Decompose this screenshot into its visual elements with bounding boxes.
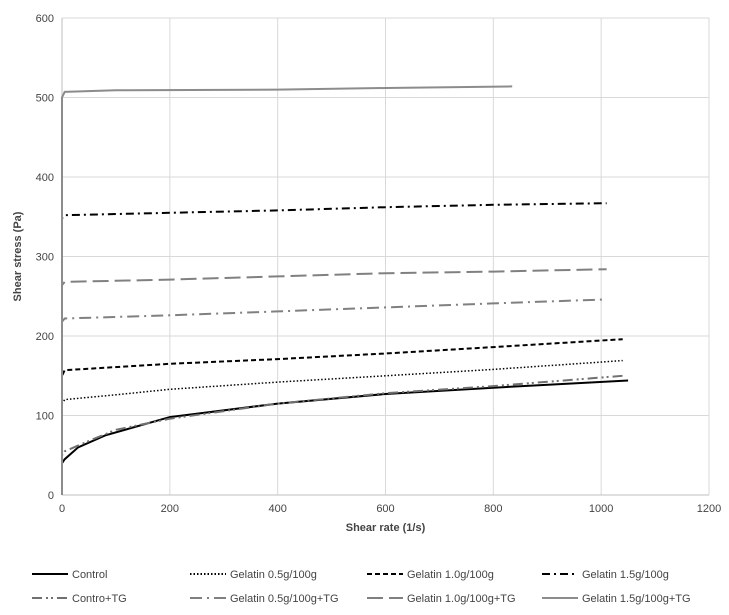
x-axis-title: Shear rate (1/s) (346, 522, 426, 534)
series-line-gelatin-1-5g-100g-tg (61, 85, 513, 495)
legend-label: Gelatin 1.0g/100g (407, 569, 494, 581)
y-tick-label: 500 (36, 93, 54, 105)
y-tick-label: 200 (36, 331, 54, 343)
series-line-gelatin-1-0g-100g (61, 338, 623, 495)
series-line-gelatin-1-5g-100g (61, 202, 607, 495)
x-tick-label: 1000 (589, 503, 613, 515)
y-axis-title: Shear stress (Pa) (12, 211, 24, 301)
legend-label: Contro+TG (72, 593, 127, 605)
x-tick-label: 0 (59, 503, 65, 515)
series-line-contro-tg (61, 374, 623, 495)
x-tick-label: 800 (484, 503, 502, 515)
legend-label: Gelatin 0.5g/100g (230, 569, 317, 581)
y-tick-label: 400 (36, 172, 54, 184)
series-line-gelatin-1-0g-100g-tg (61, 268, 607, 495)
legend-label: Control (72, 569, 107, 581)
y-tick-label: 100 (36, 411, 54, 423)
y-tick-label: 300 (36, 252, 54, 264)
legend-label: Gelatin 1.5g/100g+TG (582, 593, 691, 605)
x-tick-label: 600 (376, 503, 394, 515)
series-line-gelatin-0-5g-100g (61, 359, 623, 495)
y-tick-label: 600 (36, 13, 54, 25)
x-tick-label: 200 (161, 503, 179, 515)
legend-label: Gelatin 1.0g/100g+TG (407, 593, 516, 605)
x-tick-label: 1200 (697, 503, 721, 515)
x-tick-label: 400 (268, 503, 286, 515)
legend-label: Gelatin 0.5g/100g+TG (230, 593, 339, 605)
legend-label: Gelatin 1.5g/100g (582, 569, 669, 581)
y-tick-label: 0 (48, 490, 54, 502)
series-line-control (61, 379, 629, 495)
